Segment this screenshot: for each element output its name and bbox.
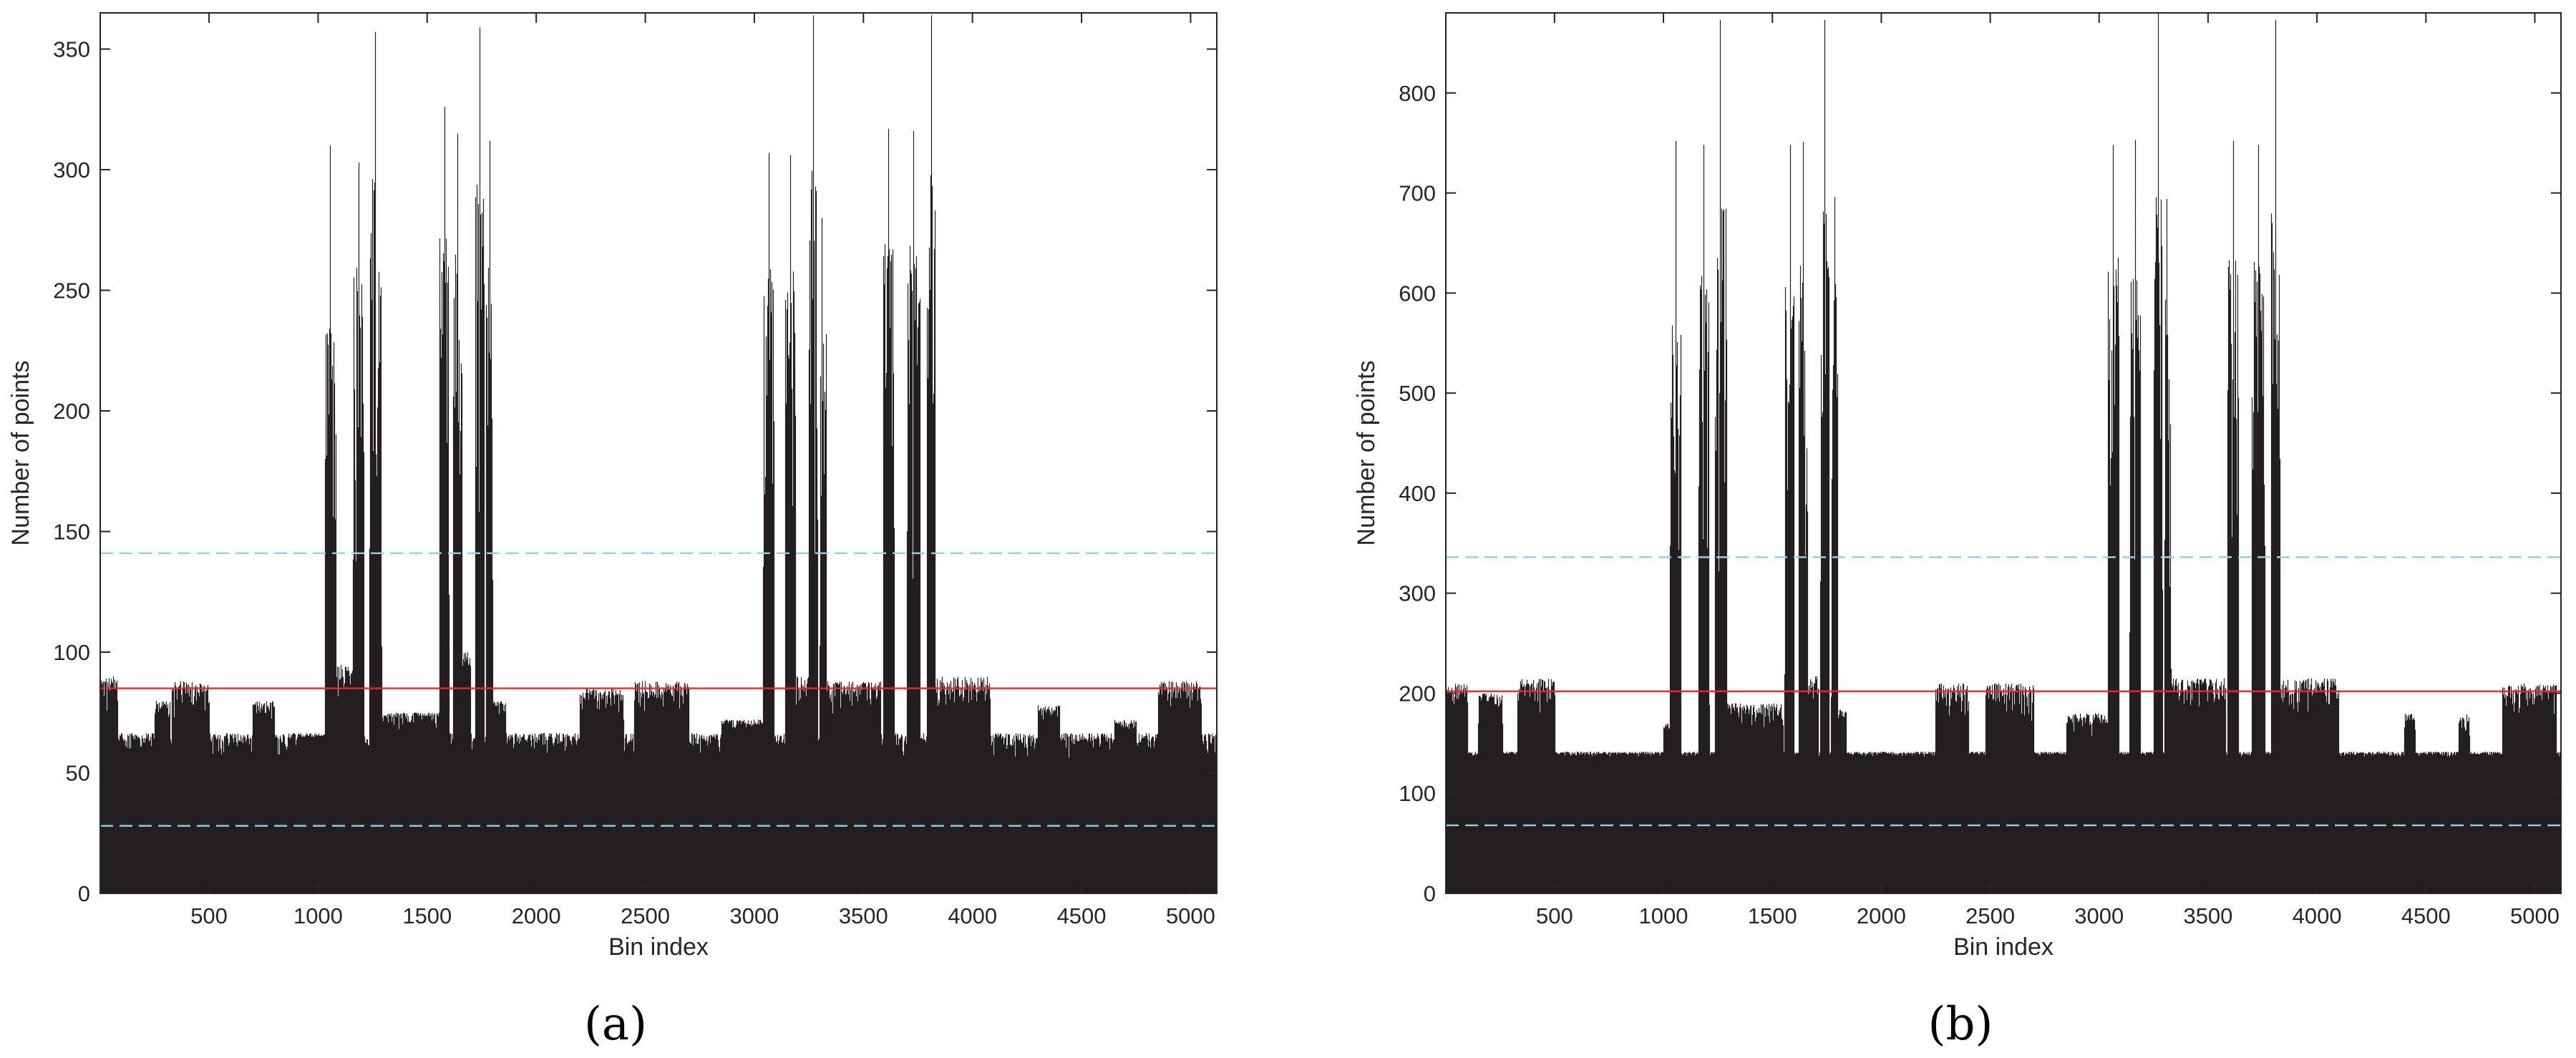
x-tick-label: 2500 — [1965, 903, 2015, 928]
x-axis-title: Bin index — [608, 933, 709, 961]
y-tick-label: 150 — [53, 520, 90, 545]
x-tick-labels: 500 1000 1500 2000 2500 3000 3500 4000 4500 5000 — [1536, 903, 2560, 928]
x-tick-label: 1000 — [1639, 903, 1688, 928]
y-tick-label: 0 — [78, 881, 90, 906]
y-tick-label: 200 — [1399, 681, 1436, 706]
x-tick-label: 3000 — [729, 903, 779, 928]
x-tick-label: 4500 — [1057, 903, 1107, 928]
plot-frame — [99, 12, 1217, 894]
panel-label-b: (b) — [1928, 998, 1993, 1051]
x-tick-label: 3000 — [2074, 903, 2124, 928]
x-tick-label: 4500 — [2401, 903, 2451, 928]
x-tick-label: 1000 — [293, 903, 343, 928]
y-tick-label: 0 — [1424, 881, 1436, 906]
y-tick-label: 200 — [53, 399, 90, 424]
panel-b: 500 1000 1500 2000 2500 3000 3500 4000 4500 5000 … — [1353, 12, 2562, 1051]
y-tick-label: 300 — [53, 157, 90, 183]
panel-label-a: (a) — [584, 998, 647, 1051]
y-tick-label: 100 — [53, 640, 90, 665]
y-tick-labels: 0 50 100 150 200 250 300 350 — [53, 37, 90, 906]
y-tick-label: 800 — [1399, 81, 1436, 106]
panel-a: 500 1000 1500 2000 2500 3000 3500 4000 4500 5000 … — [7, 12, 1217, 1051]
y-axis-title: Number of points — [7, 361, 34, 546]
y-tick-labels: 0 100 200 300 400 500 600 700 800 — [1399, 81, 1436, 906]
y-tick-label: 300 — [1399, 581, 1436, 606]
x-tick-label: 500 — [190, 903, 228, 928]
y-tick-label: 50 — [66, 761, 90, 786]
y-axis-title: Number of points — [1353, 361, 1380, 546]
y-tick-label: 700 — [1399, 181, 1436, 206]
x-tick-label: 2500 — [621, 903, 670, 928]
x-tick-label: 3500 — [839, 903, 888, 928]
x-axis-title: Bin index — [1953, 933, 2053, 961]
y-tick-label: 500 — [1399, 381, 1436, 406]
y-tick-label: 400 — [1399, 481, 1436, 506]
axis-ticks — [100, 13, 1217, 894]
plot-frame — [1445, 12, 2562, 894]
x-tick-label: 5000 — [1166, 903, 1215, 928]
x-tick-label: 1500 — [1748, 903, 1797, 928]
reference-lines — [1446, 556, 2561, 827]
y-tick-label: 250 — [53, 278, 90, 304]
x-tick-label: 500 — [1536, 903, 1573, 928]
y-tick-label: 100 — [1399, 781, 1436, 806]
x-tick-label: 2000 — [1857, 903, 1906, 928]
x-tick-label: 1500 — [402, 903, 452, 928]
x-tick-label: 5000 — [2510, 903, 2560, 928]
x-tick-label: 4000 — [948, 903, 997, 928]
x-tick-label: 3500 — [2183, 903, 2232, 928]
x-tick-label: 2000 — [512, 903, 561, 928]
axis-ticks — [1446, 13, 2561, 894]
y-tick-label: 600 — [1399, 281, 1436, 306]
y-tick-label: 350 — [53, 37, 90, 62]
x-tick-label: 4000 — [2293, 903, 2342, 928]
x-tick-labels: 500 1000 1500 2000 2500 3000 3500 4000 4500 5000 — [190, 903, 1215, 928]
reference-lines — [100, 552, 1217, 827]
